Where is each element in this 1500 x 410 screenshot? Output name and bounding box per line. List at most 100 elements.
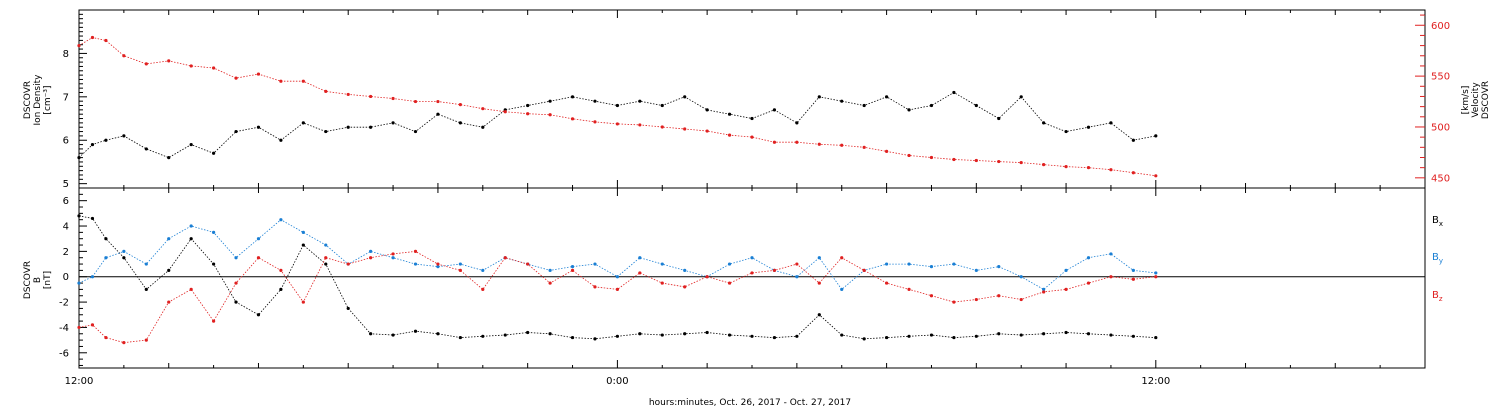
bz-point (862, 268, 866, 272)
velocity-point (189, 64, 193, 68)
velocity-point (234, 76, 238, 80)
velocity-point (570, 117, 575, 121)
by-point (391, 256, 395, 260)
bz-point (413, 249, 418, 253)
bz-point (929, 294, 934, 298)
bz-point (1086, 281, 1091, 285)
bz-series (77, 249, 1158, 345)
bx-point (772, 335, 777, 340)
velocity-y-tick-label: 450 (1431, 173, 1450, 184)
bx-point (1064, 330, 1068, 335)
velocity-y-tick-label: 500 (1431, 122, 1450, 133)
by-point (997, 264, 1001, 269)
density-trace (78, 92, 1156, 159)
velocity-point (952, 157, 956, 162)
bz-point (615, 287, 620, 292)
bx-point (391, 333, 395, 337)
field-axis-title-line1: DSCOVR (23, 261, 33, 299)
bx-point (1086, 332, 1091, 336)
velocity-y-tick-label: 600 (1431, 21, 1450, 32)
bx-point (638, 332, 642, 336)
density-point (77, 156, 81, 160)
bx-point (481, 334, 485, 338)
velocity-point (369, 94, 373, 99)
field-y-tick-label: 2 (63, 247, 69, 258)
by-point (660, 262, 664, 266)
bz-trace (78, 250, 1156, 344)
density-point (1064, 129, 1068, 134)
bottom-panel-frame (78, 187, 1426, 369)
density-y-tick-label: 8 (63, 49, 69, 60)
bx-point (526, 330, 530, 335)
bz-point (683, 285, 687, 289)
field-y-tick-label: 6 (63, 196, 69, 207)
velocity-point (615, 122, 620, 126)
field-y-tick-label: 4 (63, 222, 69, 233)
density-y-tick-label: 6 (63, 136, 69, 147)
bz-point (1064, 287, 1068, 292)
velocity-axis-title-line1: DSCOVR (1481, 81, 1491, 119)
legend-by: By (1432, 252, 1443, 265)
bz-point (952, 300, 956, 304)
by-point (952, 262, 956, 266)
density-y-tick-label: 7 (63, 92, 69, 103)
field-y-tick-label: -2 (59, 298, 69, 309)
bx-point (974, 334, 978, 338)
bx-point (77, 214, 81, 218)
velocity-axis-unit: [km/s] (1461, 86, 1471, 115)
velocity-point (795, 140, 799, 144)
bx-point (436, 332, 440, 336)
bottom-x-tick-label: 12:00 (1141, 376, 1170, 387)
top-panel-frame (78, 9, 1426, 189)
bz-point (1131, 277, 1135, 281)
density-point (324, 129, 328, 134)
velocity-point (1086, 166, 1091, 170)
velocity-point (413, 99, 418, 104)
density-axis-title-line1: DSCOVR (23, 81, 33, 119)
legend-by-label: By (1432, 252, 1443, 265)
density-axis-ticks: 5 6 7 8 (63, 9, 87, 190)
legend-bx-label: Bx (1432, 215, 1443, 228)
density-y-tick-label: 5 (63, 179, 69, 190)
field-axis-ticks: -6 -4 -2 0 2 4 6 (59, 187, 87, 366)
bz-point (391, 252, 395, 256)
density-axis-title-line2: Ion Density (33, 74, 43, 126)
bz-point (346, 262, 350, 266)
by-point (570, 264, 575, 269)
top-panel: 5 6 7 8 450 500 550 600 DSCOVR Ion Density [cm… (23, 9, 1491, 190)
bx-point (1019, 333, 1023, 337)
density-point (570, 95, 575, 99)
bx-point (1131, 334, 1135, 338)
density-point (1154, 134, 1158, 138)
bz-point (122, 341, 126, 345)
velocity-point (144, 62, 148, 66)
density-point (369, 125, 373, 129)
velocity-point (1042, 163, 1046, 167)
x-axis-label: hours:minutes, Oct. 26, 2017 - Oct. 27, … (649, 398, 851, 408)
bottom-x-axis-ticks: 12:00 0:00 12:00 (65, 188, 1426, 387)
legend-bx: Bx (1432, 215, 1443, 228)
bx-point (90, 216, 95, 221)
velocity-point (885, 149, 889, 153)
velocity-axis-title-line2: Velocity (1471, 82, 1481, 118)
bx-point (593, 337, 597, 341)
bz-point (750, 271, 754, 275)
density-point (615, 103, 620, 108)
bx-point (885, 335, 889, 340)
bx-series (77, 214, 1158, 341)
velocity-y-tick-label: 550 (1431, 72, 1450, 83)
top-x-axis-ticks (78, 10, 1426, 188)
field-y-tick-label: -4 (59, 323, 69, 334)
velocity-point (548, 113, 552, 117)
velocity-point (458, 102, 462, 107)
bz-point (727, 281, 732, 285)
bz-point (705, 275, 709, 279)
velocity-point (997, 159, 1001, 164)
velocity-point (1131, 171, 1135, 175)
velocity-point (503, 110, 507, 114)
velocity-series (77, 35, 1158, 178)
bz-point (997, 294, 1001, 298)
bz-point (90, 323, 95, 327)
